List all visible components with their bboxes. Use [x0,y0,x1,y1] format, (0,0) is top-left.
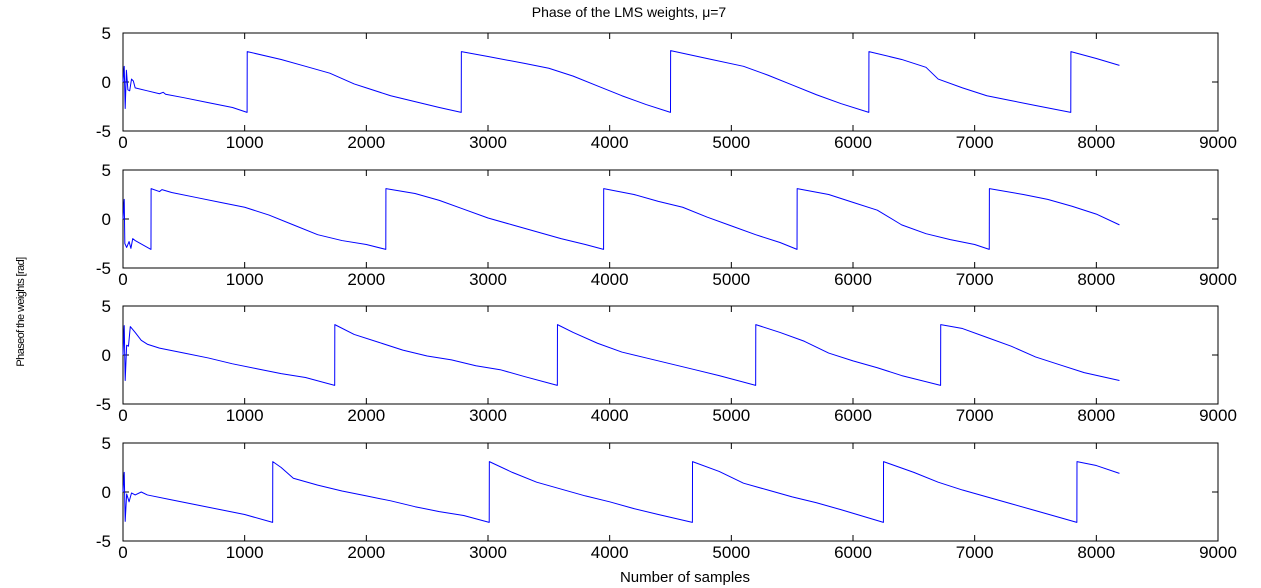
subplot-2: 0 1000 2000 3000 4000 5000 6000 7000 8000 9000 -5 0… [96,161,1237,289]
axes-box [122,442,1219,542]
x-tick-label: 7000 [956,270,994,289]
x-tick-label: 3000 [469,133,507,152]
x-tick-label: 4000 [591,133,629,152]
x-tick-label: 9000 [1199,406,1237,425]
subplot-3: 0 1000 2000 3000 4000 5000 6000 7000 8000 9000 -5 0… [96,297,1237,425]
chart-title: Phase of the LMS weights, μ=7 [532,4,727,20]
subplots: 0 1000 2000 3000 4000 5000 6000 7000 8000 9000-50… [96,24,1237,562]
axes-box [122,305,1219,405]
x-tick-label: 0 [118,133,127,152]
x-tick-label: 8000 [1077,543,1115,562]
x-tick-label: 5000 [712,543,750,562]
x-tick-label: 7000 [956,543,994,562]
subplot-4: 0 1000 2000 3000 4000 5000 6000 7000 8000 9000 -5 0… [96,434,1237,562]
x-tick-label: 8000 [1077,270,1115,289]
x-tick-label: 2000 [347,270,385,289]
x-tick-label: 9000 [1199,270,1237,289]
x-tick-label: 6000 [834,133,872,152]
series-line-weight-1 [122,50,1120,113]
y-tick-label: -5 [96,532,111,551]
x-tick-label: 1000 [226,133,264,152]
x-tick-label: 3000 [469,406,507,425]
y-tick-label: 5 [102,297,111,316]
y-tick-label: 5 [102,434,111,453]
x-tick-label: 6000 [834,270,872,289]
x-tick-label: 3000 [469,543,507,562]
x-tick-label: 5000 [712,406,750,425]
x-tick-label: 0 [118,543,127,562]
x-tick-label: 2000 [347,543,385,562]
x-tick-label: 5000 [712,270,750,289]
y-tick-label: 0 [102,210,111,229]
y-tick-label: 0 [102,346,111,365]
x-tick-label: 6000 [834,406,872,425]
series-line-weight-3 [122,324,1120,386]
x-tick-label: 8000 [1077,406,1115,425]
x-tick-label: 5000 [712,133,750,152]
x-tick-label: 7000 [956,406,994,425]
x-tick-label: 1000 [226,270,264,289]
x-tick-label: 9000 [1199,133,1237,152]
x-tick-label: 2000 [347,133,385,152]
x-tick-label: 1000 [226,406,264,425]
x-tick-label: 4000 [591,270,629,289]
x-tick-label: 0 [118,406,127,425]
y-tick-label: -5 [96,122,111,141]
y-tick-label: 0 [102,73,111,92]
series-line-weight-2 [122,188,1120,250]
y-tick-label: 5 [102,24,111,43]
y-tick-label: -5 [96,259,111,278]
y-tick-label: -5 [96,395,111,414]
x-axis-label: Number of samples [620,569,750,586]
x-tick-label: 2000 [347,406,385,425]
x-tick-label: 0 [118,270,127,289]
y-tick-label: 5 [102,161,111,180]
x-tick-label: 1000 [226,543,264,562]
y-tick-label: 0 [102,483,111,502]
x-tick-label: 6000 [834,543,872,562]
x-tick-label: 4000 [591,406,629,425]
x-tick-label: 3000 [469,270,507,289]
x-tick-label: 8000 [1077,133,1115,152]
x-tick-label: 7000 [956,133,994,152]
axes-box [122,169,1219,269]
x-tick-label: 4000 [591,543,629,562]
x-tick-label: 9000 [1199,543,1237,562]
series-line-weight-4 [122,461,1120,523]
subplot-1: 0 1000 2000 3000 4000 5000 6000 7000 8000 9000 -5 0… [96,24,1237,152]
y-axis-label: Phaseof the weights [rad] [15,257,27,367]
